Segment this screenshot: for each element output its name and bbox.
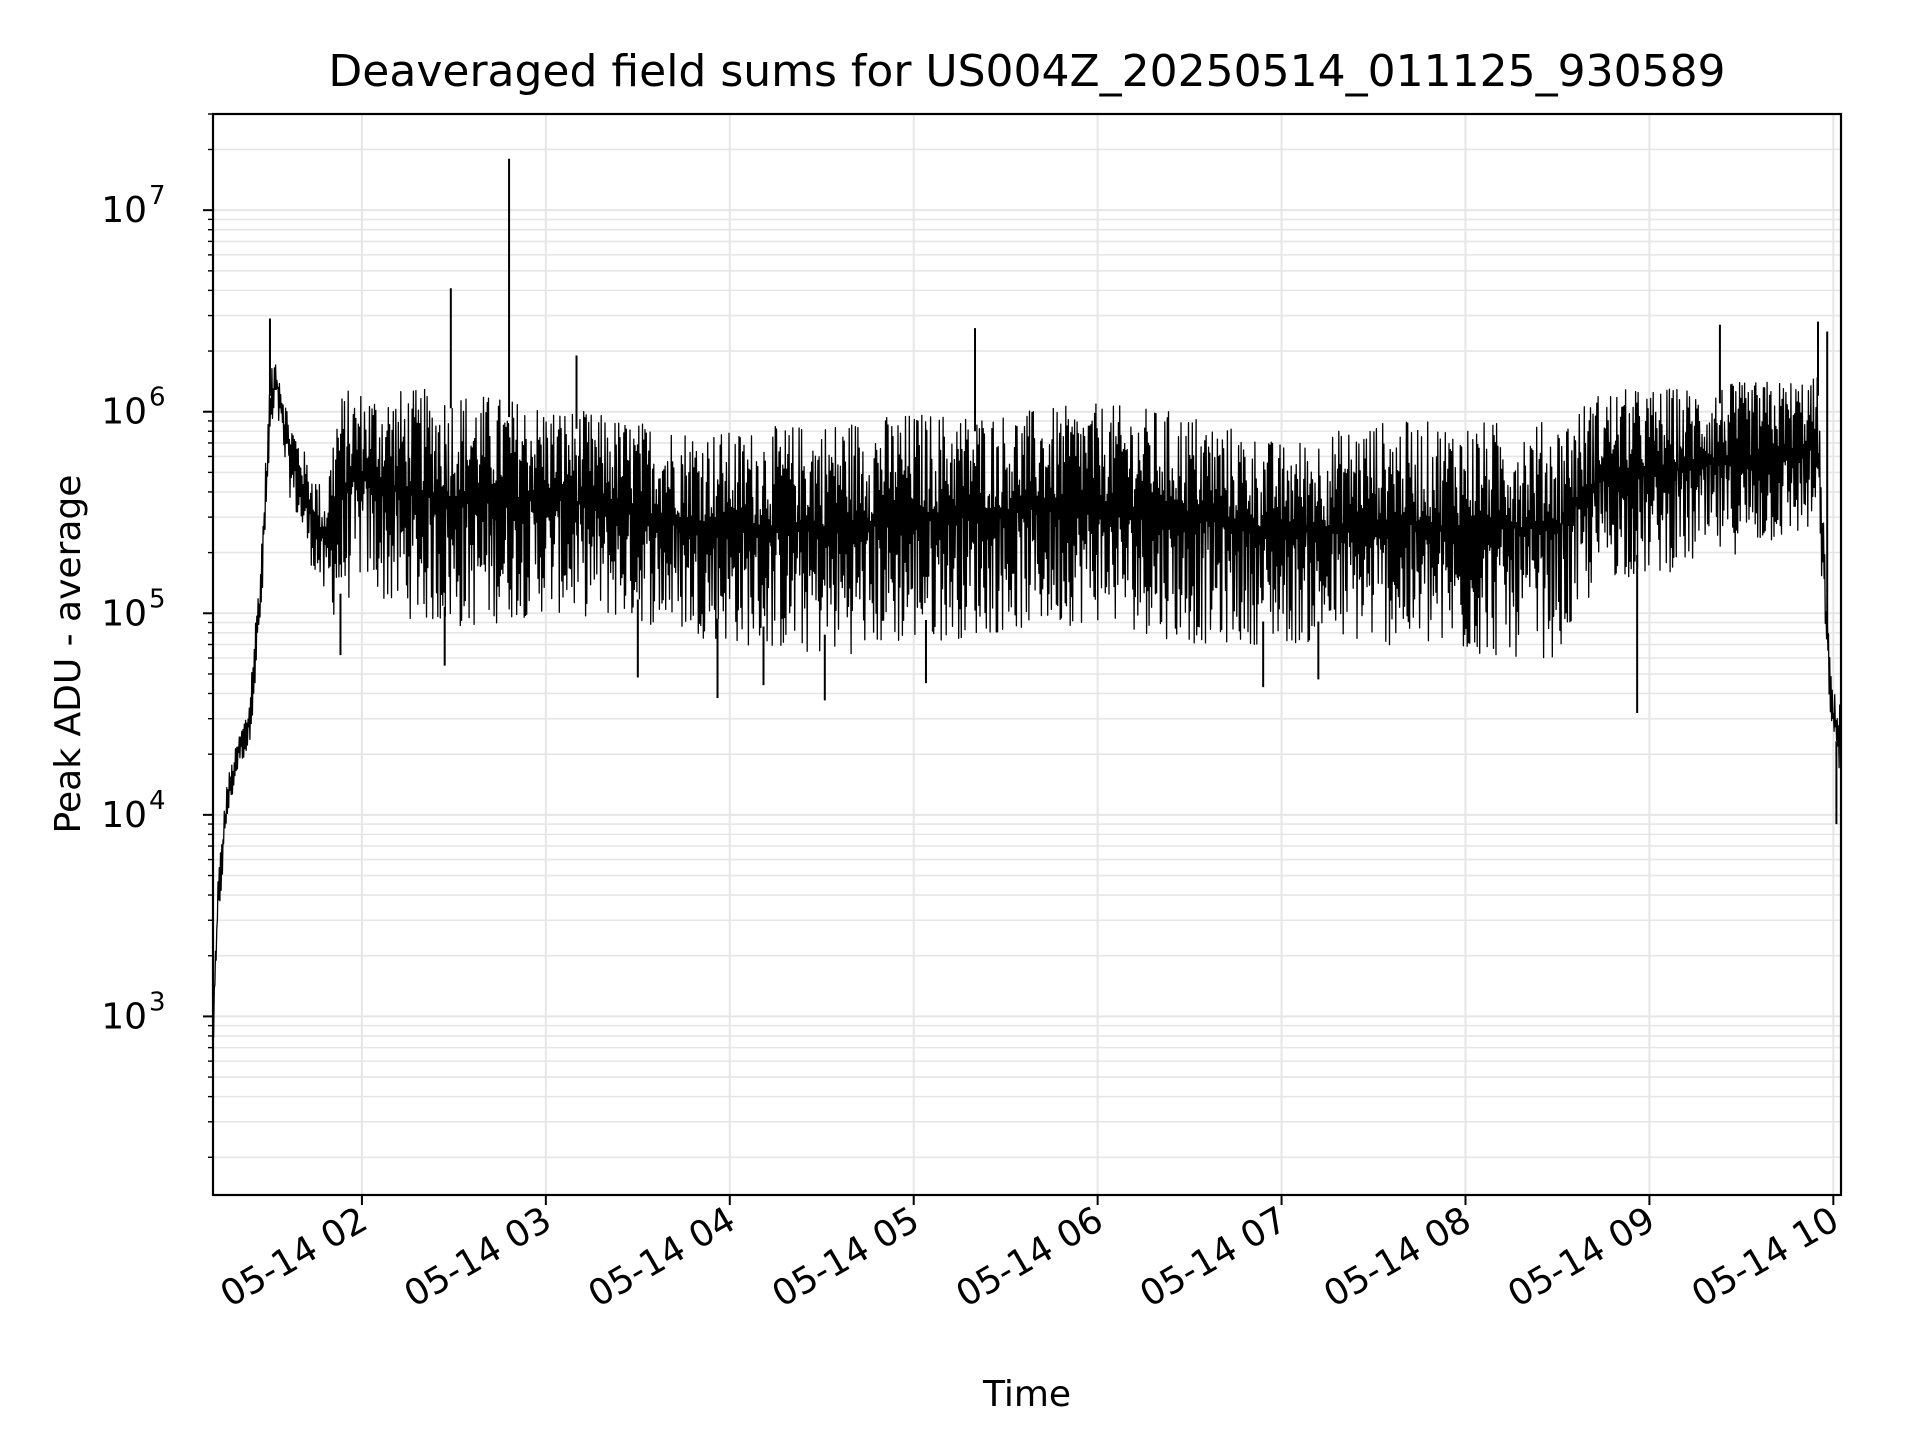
y-tick-label: 10 (101, 392, 147, 433)
y-tick-label: 10 (101, 795, 147, 836)
y-tick-exponent: 4 (149, 786, 166, 816)
y-tick-exponent: 3 (149, 987, 166, 1017)
y-tick-exponent: 7 (149, 181, 166, 211)
y-tick-exponent: 5 (149, 584, 166, 614)
x-axis-label: Time (982, 1374, 1071, 1415)
y-tick-exponent: 6 (149, 383, 166, 413)
y-axis-label: Peak ADU - average (48, 475, 89, 834)
series-trace (212, 364, 1842, 1038)
series-line (212, 158, 1842, 1038)
chart-title: Deaveraged field sums for US004Z_2025051… (328, 46, 1725, 97)
y-tick-label: 10 (101, 593, 147, 634)
y-tick-label: 10 (101, 996, 147, 1037)
y-tick-label: 10 (101, 190, 147, 231)
plot-frame (211, 112, 1843, 1197)
